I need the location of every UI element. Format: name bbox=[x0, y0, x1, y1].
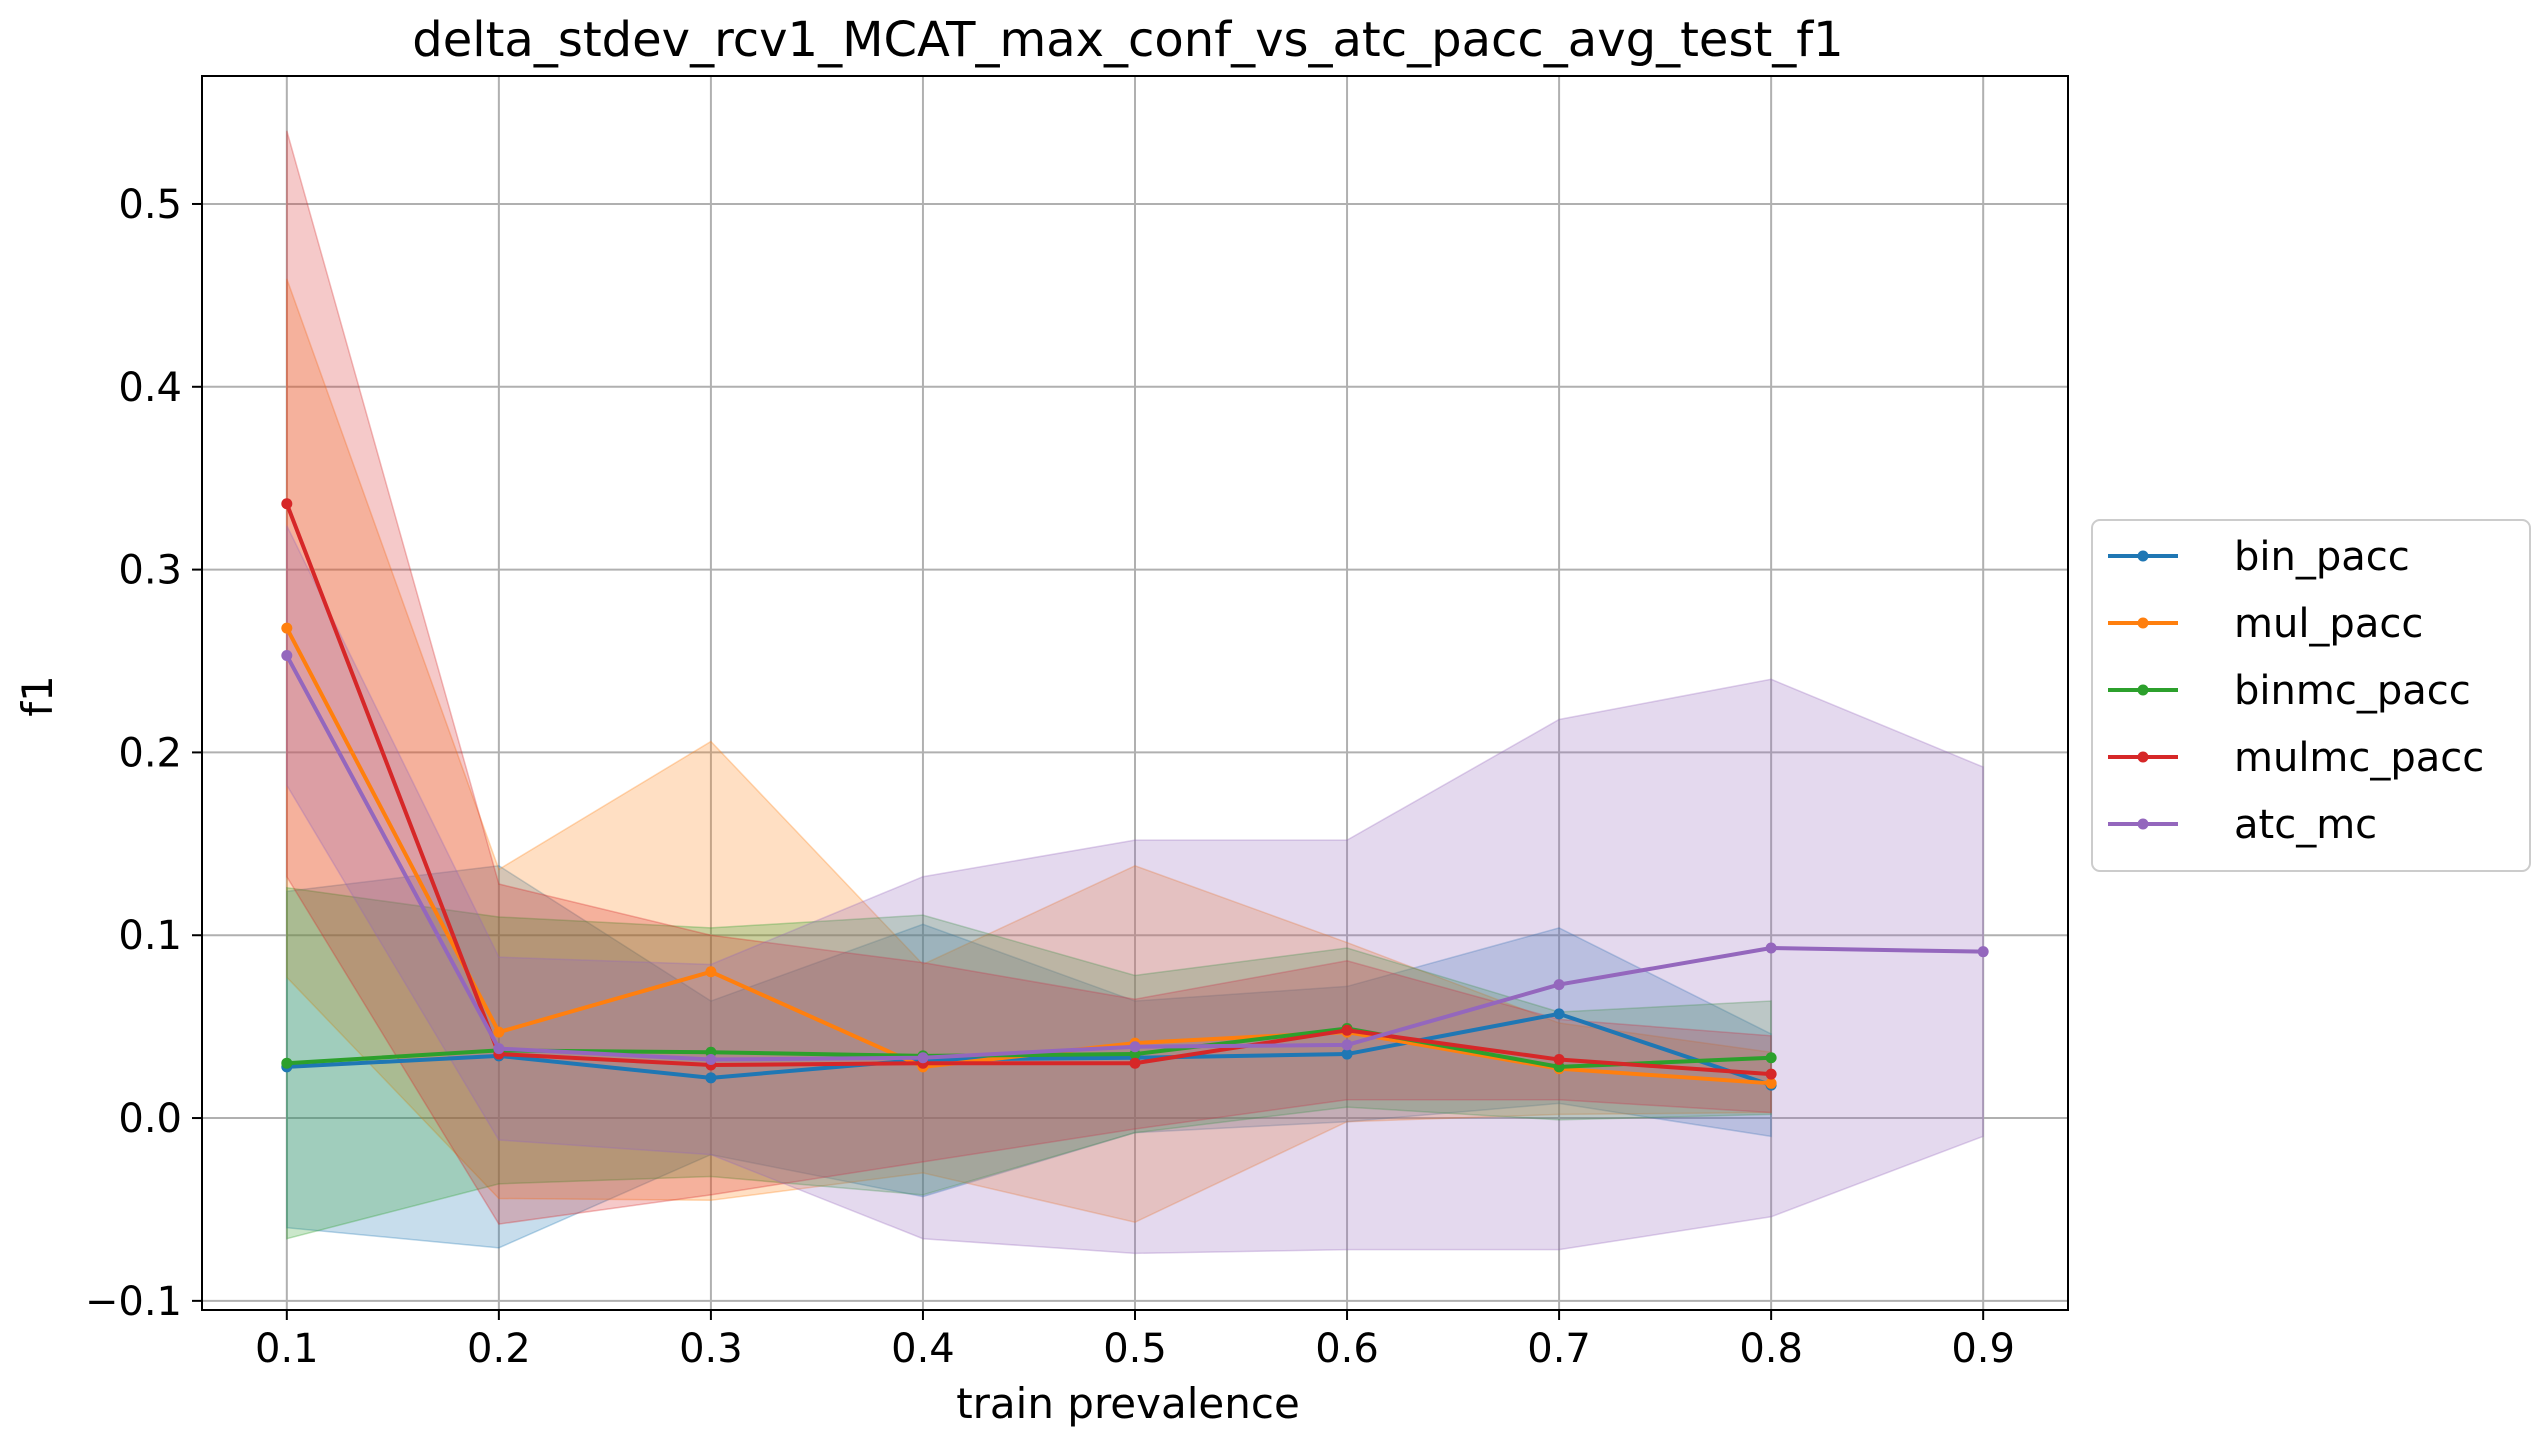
data-point-bin_pacc bbox=[1341, 1048, 1353, 1060]
data-point-bin_pacc bbox=[1553, 1008, 1565, 1020]
legend-marker-mul_pacc bbox=[2137, 617, 2149, 629]
legend-label-binmc_pacc: binmc_pacc bbox=[2234, 668, 2471, 714]
x-tick-label: 0.6 bbox=[1315, 1326, 1379, 1372]
y-tick-label: 0.0 bbox=[118, 1096, 182, 1142]
data-point-atc_mc bbox=[917, 1052, 929, 1064]
data-point-atc_mc bbox=[1977, 946, 1989, 958]
data-point-binmc_pacc bbox=[1765, 1052, 1777, 1064]
y-tick-label: 0.3 bbox=[118, 548, 182, 594]
data-point-mul_pacc bbox=[281, 622, 293, 634]
data-point-mul_pacc bbox=[1765, 1077, 1777, 1089]
legend-label-bin_pacc: bin_pacc bbox=[2234, 534, 2410, 580]
series-lines bbox=[281, 498, 1989, 1091]
legend-label-atc_mc: atc_mc bbox=[2234, 802, 2377, 848]
data-point-mul_pacc bbox=[493, 1026, 505, 1038]
x-tick-label: 0.3 bbox=[679, 1326, 743, 1372]
axis-ticks: 0.1 0.2 0.3 0.4 0.5 0.6 0.7 0.8 0.9 −0.1 0.0 0.1 0.2… bbox=[85, 182, 2015, 1372]
y-axis-label: f1 bbox=[13, 675, 62, 717]
data-point-mulmc_pacc bbox=[281, 498, 293, 510]
x-tick-label: 0.9 bbox=[1951, 1326, 2015, 1372]
x-tick-label: 0.4 bbox=[891, 1326, 955, 1372]
x-axis-label: train prevalence bbox=[956, 1379, 1300, 1428]
grid-lines bbox=[202, 76, 2068, 1310]
data-point-mulmc_pacc bbox=[1341, 1024, 1353, 1036]
data-point-mulmc_pacc bbox=[1553, 1054, 1565, 1066]
y-tick-label: 0.1 bbox=[118, 913, 182, 959]
y-tick-label: −0.1 bbox=[85, 1279, 182, 1325]
data-point-atc_mc bbox=[281, 650, 293, 662]
x-tick-label: 0.8 bbox=[1739, 1326, 1803, 1372]
x-tick-label: 0.7 bbox=[1527, 1326, 1591, 1372]
data-point-mul_pacc bbox=[705, 966, 717, 978]
data-point-atc_mc bbox=[1341, 1039, 1353, 1051]
data-point-bin_pacc bbox=[705, 1072, 717, 1084]
chart-title: delta_stdev_rcv1_MCAT_max_conf_vs_atc_pa… bbox=[412, 12, 1843, 68]
y-tick-label: 0.4 bbox=[118, 365, 182, 411]
legend: bin_pacc mul_pacc binmc_pacc mulmc_pacc atc_… bbox=[2091, 519, 2531, 872]
data-point-atc_mc bbox=[1765, 942, 1777, 954]
x-tick-label: 0.5 bbox=[1103, 1326, 1167, 1372]
legend-marker-mulmc_pacc bbox=[2137, 751, 2149, 763]
data-point-atc_mc bbox=[705, 1054, 717, 1066]
legend-marker-binmc_pacc bbox=[2137, 684, 2149, 696]
data-point-atc_mc bbox=[1553, 979, 1565, 991]
x-tick-label: 0.2 bbox=[467, 1326, 531, 1372]
legend-marker-bin_pacc bbox=[2137, 550, 2149, 562]
series-line-bin_pacc bbox=[286, 1011, 1772, 1088]
legend-marker-atc_mc bbox=[2137, 818, 2149, 830]
std-band-mulmc_pacc bbox=[286, 130, 1772, 1225]
y-tick-label: 0.5 bbox=[118, 182, 182, 228]
series-line-mulmc_pacc bbox=[284, 503, 1772, 1077]
data-point-mulmc_pacc bbox=[1129, 1057, 1141, 1069]
legend-label-mul_pacc: mul_pacc bbox=[2234, 601, 2423, 647]
y-tick-label: 0.2 bbox=[118, 730, 182, 776]
data-point-atc_mc bbox=[493, 1043, 505, 1055]
x-tick-label: 0.1 bbox=[255, 1326, 319, 1372]
legend-label-mulmc_pacc: mulmc_pacc bbox=[2234, 735, 2484, 781]
data-point-atc_mc bbox=[1129, 1041, 1141, 1053]
data-point-mulmc_pacc bbox=[1765, 1068, 1777, 1080]
legend-box bbox=[2091, 519, 2531, 872]
data-point-binmc_pacc bbox=[281, 1057, 293, 1069]
